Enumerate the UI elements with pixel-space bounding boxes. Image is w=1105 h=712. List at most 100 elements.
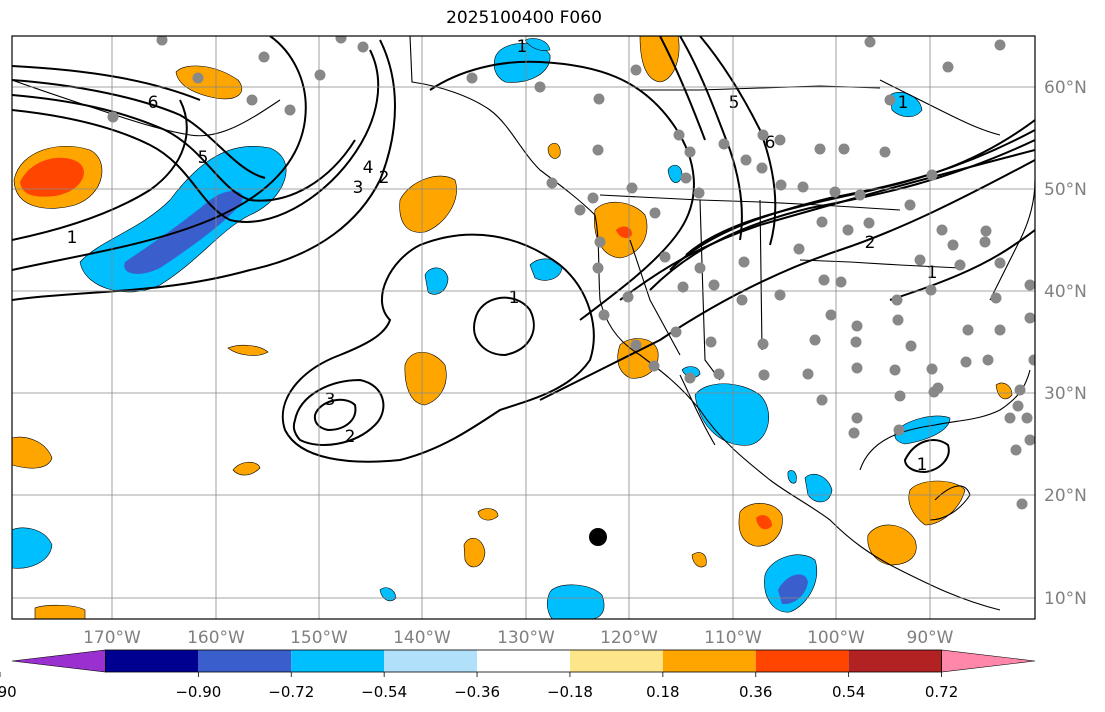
- positive-anomaly-region: [12, 436, 53, 469]
- station-dot: [947, 239, 959, 251]
- station-dot: [1004, 412, 1016, 424]
- station-dot: [713, 368, 725, 380]
- colorbar-bin: [105, 650, 199, 672]
- strong-positive-anomaly-core: [20, 157, 84, 197]
- positive-anomaly-region: [547, 142, 561, 159]
- station-dot: [107, 111, 119, 123]
- station-dot: [1024, 279, 1035, 291]
- station-dot: [802, 368, 814, 380]
- colorbar-bin: [569, 650, 663, 672]
- station-dot: [357, 41, 369, 53]
- colorbar-tick-label: −0.90: [175, 683, 221, 701]
- coastlines: [12, 36, 1035, 611]
- negative-anomaly-region: [379, 587, 397, 602]
- station-dot: [979, 236, 991, 248]
- station-dot: [926, 169, 938, 181]
- latitude-labels: 60°N 50°N 40°N 30°N 20°N 10°N: [1044, 78, 1087, 609]
- station-dot: [863, 217, 875, 229]
- longitude-label: 140°W: [393, 628, 451, 648]
- strong-positive-anomaly-core: [616, 226, 632, 239]
- station-dot: [758, 369, 770, 381]
- station-dot: [879, 146, 891, 158]
- station-dot: [740, 154, 752, 166]
- contour-label: 1: [517, 37, 528, 57]
- strong-negative-anomaly-core: [124, 190, 243, 274]
- station-dot: [673, 129, 685, 141]
- station-dot: [708, 279, 720, 291]
- station-dot: [670, 326, 682, 338]
- gridlines: [12, 36, 1035, 619]
- station-dot: [825, 309, 837, 321]
- positive-anomaly-region: [175, 65, 243, 100]
- negative-anomaly-region: [889, 91, 923, 118]
- latitude-label: 40°N: [1044, 282, 1087, 302]
- station-dot: [757, 129, 769, 141]
- station-dot: [926, 363, 938, 375]
- station-dot: [814, 143, 826, 155]
- colorbar-bin: [477, 650, 570, 672]
- station-dot: [835, 276, 847, 288]
- contour-label: 1: [509, 288, 520, 308]
- station-dot: [851, 362, 863, 374]
- longitude-label: 120°W: [600, 628, 658, 648]
- station-dot: [1024, 312, 1035, 324]
- station-dot: [994, 39, 1006, 51]
- colorbar-outline: [105, 649, 942, 673]
- contour-label: 5: [198, 148, 209, 168]
- station-dot: [851, 320, 863, 332]
- station-dot: [990, 292, 1002, 304]
- station-dot: [892, 314, 904, 326]
- station-dot: [1021, 412, 1033, 424]
- station-dot: [284, 104, 296, 116]
- station-dot: [774, 134, 786, 146]
- station-dot: [592, 262, 604, 274]
- station-dot: [925, 284, 937, 296]
- station-dot: [980, 225, 992, 237]
- colorbar-tick-label: 0.54: [832, 683, 865, 701]
- station-dot: [335, 36, 347, 44]
- station-dot: [258, 51, 270, 63]
- station-dot: [994, 257, 1006, 269]
- contour-label: 2: [379, 168, 390, 188]
- station-dot: [775, 179, 787, 191]
- contour-label: 3: [325, 390, 336, 410]
- colorbar: [11, 649, 1036, 673]
- station-dot: [851, 412, 863, 424]
- station-dot: [864, 36, 876, 48]
- longitude-label: 160°W: [187, 628, 245, 648]
- station-dot: [246, 94, 258, 106]
- station-dot: [854, 189, 866, 201]
- station-dot: [797, 181, 809, 193]
- contour-label: 1: [67, 228, 78, 248]
- map-frame: [11, 35, 1036, 620]
- positive-anomaly-region: [404, 351, 447, 406]
- contour-label: 1: [898, 93, 909, 113]
- station-dot: [705, 336, 717, 348]
- station-dot: [684, 146, 696, 158]
- negative-anomaly-region: [787, 470, 797, 484]
- colorbar-bin: [291, 650, 385, 672]
- station-dot: [904, 199, 916, 211]
- station-dot: [850, 336, 862, 348]
- station-dot: [466, 72, 478, 84]
- colorbar-tick-labels: −0.90 −0.72 −0.54 −0.36 −0.18 0.18 0.36 0.54 0.7…: [0, 672, 958, 701]
- positive-anomaly-region: [867, 524, 917, 566]
- colorbar-bin: [755, 650, 849, 672]
- anomaly-shading: [12, 36, 1013, 619]
- negative-anomaly-region: [667, 164, 683, 183]
- colorbar-tick-label: 0.18: [646, 683, 679, 701]
- colorbar-bin: [384, 650, 478, 672]
- colorbar-tick-label: 0.36: [739, 683, 772, 701]
- latitude-label: 50°N: [1044, 180, 1087, 200]
- contour-label: 3: [353, 178, 364, 198]
- station-dot: [1028, 354, 1035, 366]
- colorbar-bin: [848, 650, 942, 672]
- station-dot: [649, 207, 661, 219]
- positive-anomaly-region: [995, 382, 1013, 400]
- station-dot: [1014, 384, 1026, 396]
- station-dot: [809, 334, 821, 346]
- station-dot: [587, 192, 599, 204]
- colorbar-extend-low: [11, 649, 106, 673]
- station-dot: [960, 356, 972, 368]
- station-dot: [994, 324, 1006, 336]
